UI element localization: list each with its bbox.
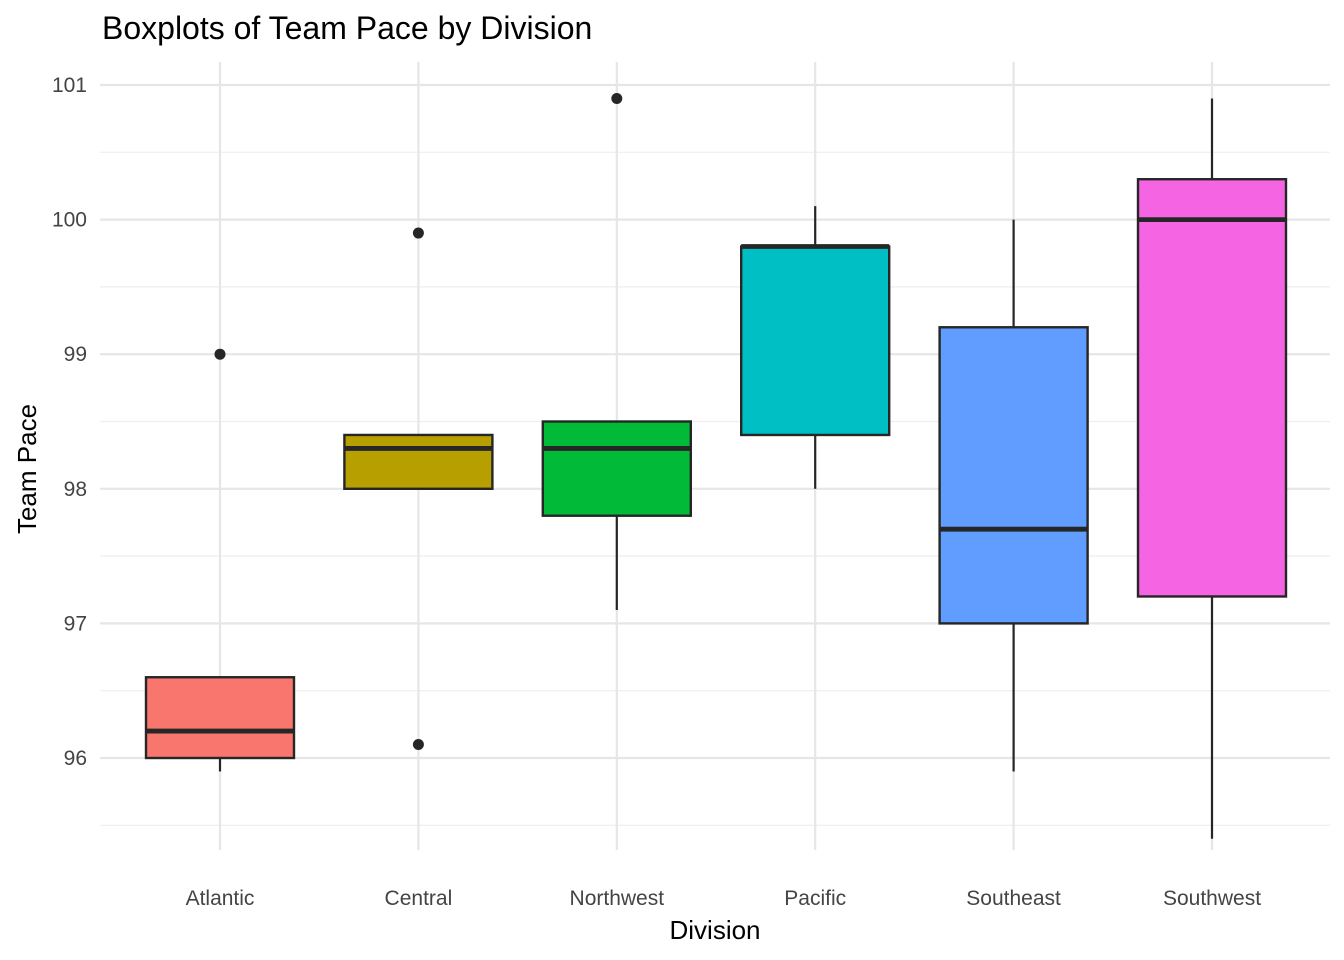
x-tick-label: Central <box>385 887 453 910</box>
y-tick-label: 100 <box>52 209 87 232</box>
x-tick-label: Atlantic <box>186 887 255 910</box>
x-tick-label: Southeast <box>966 887 1061 910</box>
y-tick-label: 99 <box>64 343 87 366</box>
box-iqr <box>1136 178 1288 598</box>
chart-title: Boxplots of Team Pace by Division <box>102 10 592 46</box>
outlier-point <box>412 739 424 751</box>
y-tick-label: 97 <box>64 612 87 635</box>
x-tick-label: Northwest <box>570 887 665 910</box>
x-tick-label: Pacific <box>784 887 846 910</box>
box-layer <box>144 92 1288 839</box>
x-tick-label: Southwest <box>1163 887 1261 910</box>
box-southwest <box>1136 98 1288 839</box>
box-iqr <box>144 676 296 760</box>
outlier-point <box>412 227 424 239</box>
y-tick-label: 98 <box>64 478 87 501</box>
box-pacific <box>740 206 891 489</box>
box-iqr <box>938 326 1089 625</box>
box-southeast <box>938 219 1089 772</box>
box-iqr <box>541 420 692 517</box>
tick-layer: 96 97 98 99 100 101 Atlantic Central Northwest Pa… <box>52 74 1261 910</box>
box-central <box>343 227 494 751</box>
x-axis-title: Division <box>669 915 760 945</box>
y-tick-label: 101 <box>52 74 87 97</box>
box-atlantic <box>144 348 296 772</box>
y-axis-title: Team Pace <box>12 404 42 534</box>
outlier-point <box>214 348 226 360</box>
box-iqr <box>740 245 891 437</box>
box-northwest <box>541 92 692 610</box>
outlier-point <box>611 92 623 104</box>
box-iqr <box>343 433 494 490</box>
y-tick-label: 96 <box>64 747 87 770</box>
